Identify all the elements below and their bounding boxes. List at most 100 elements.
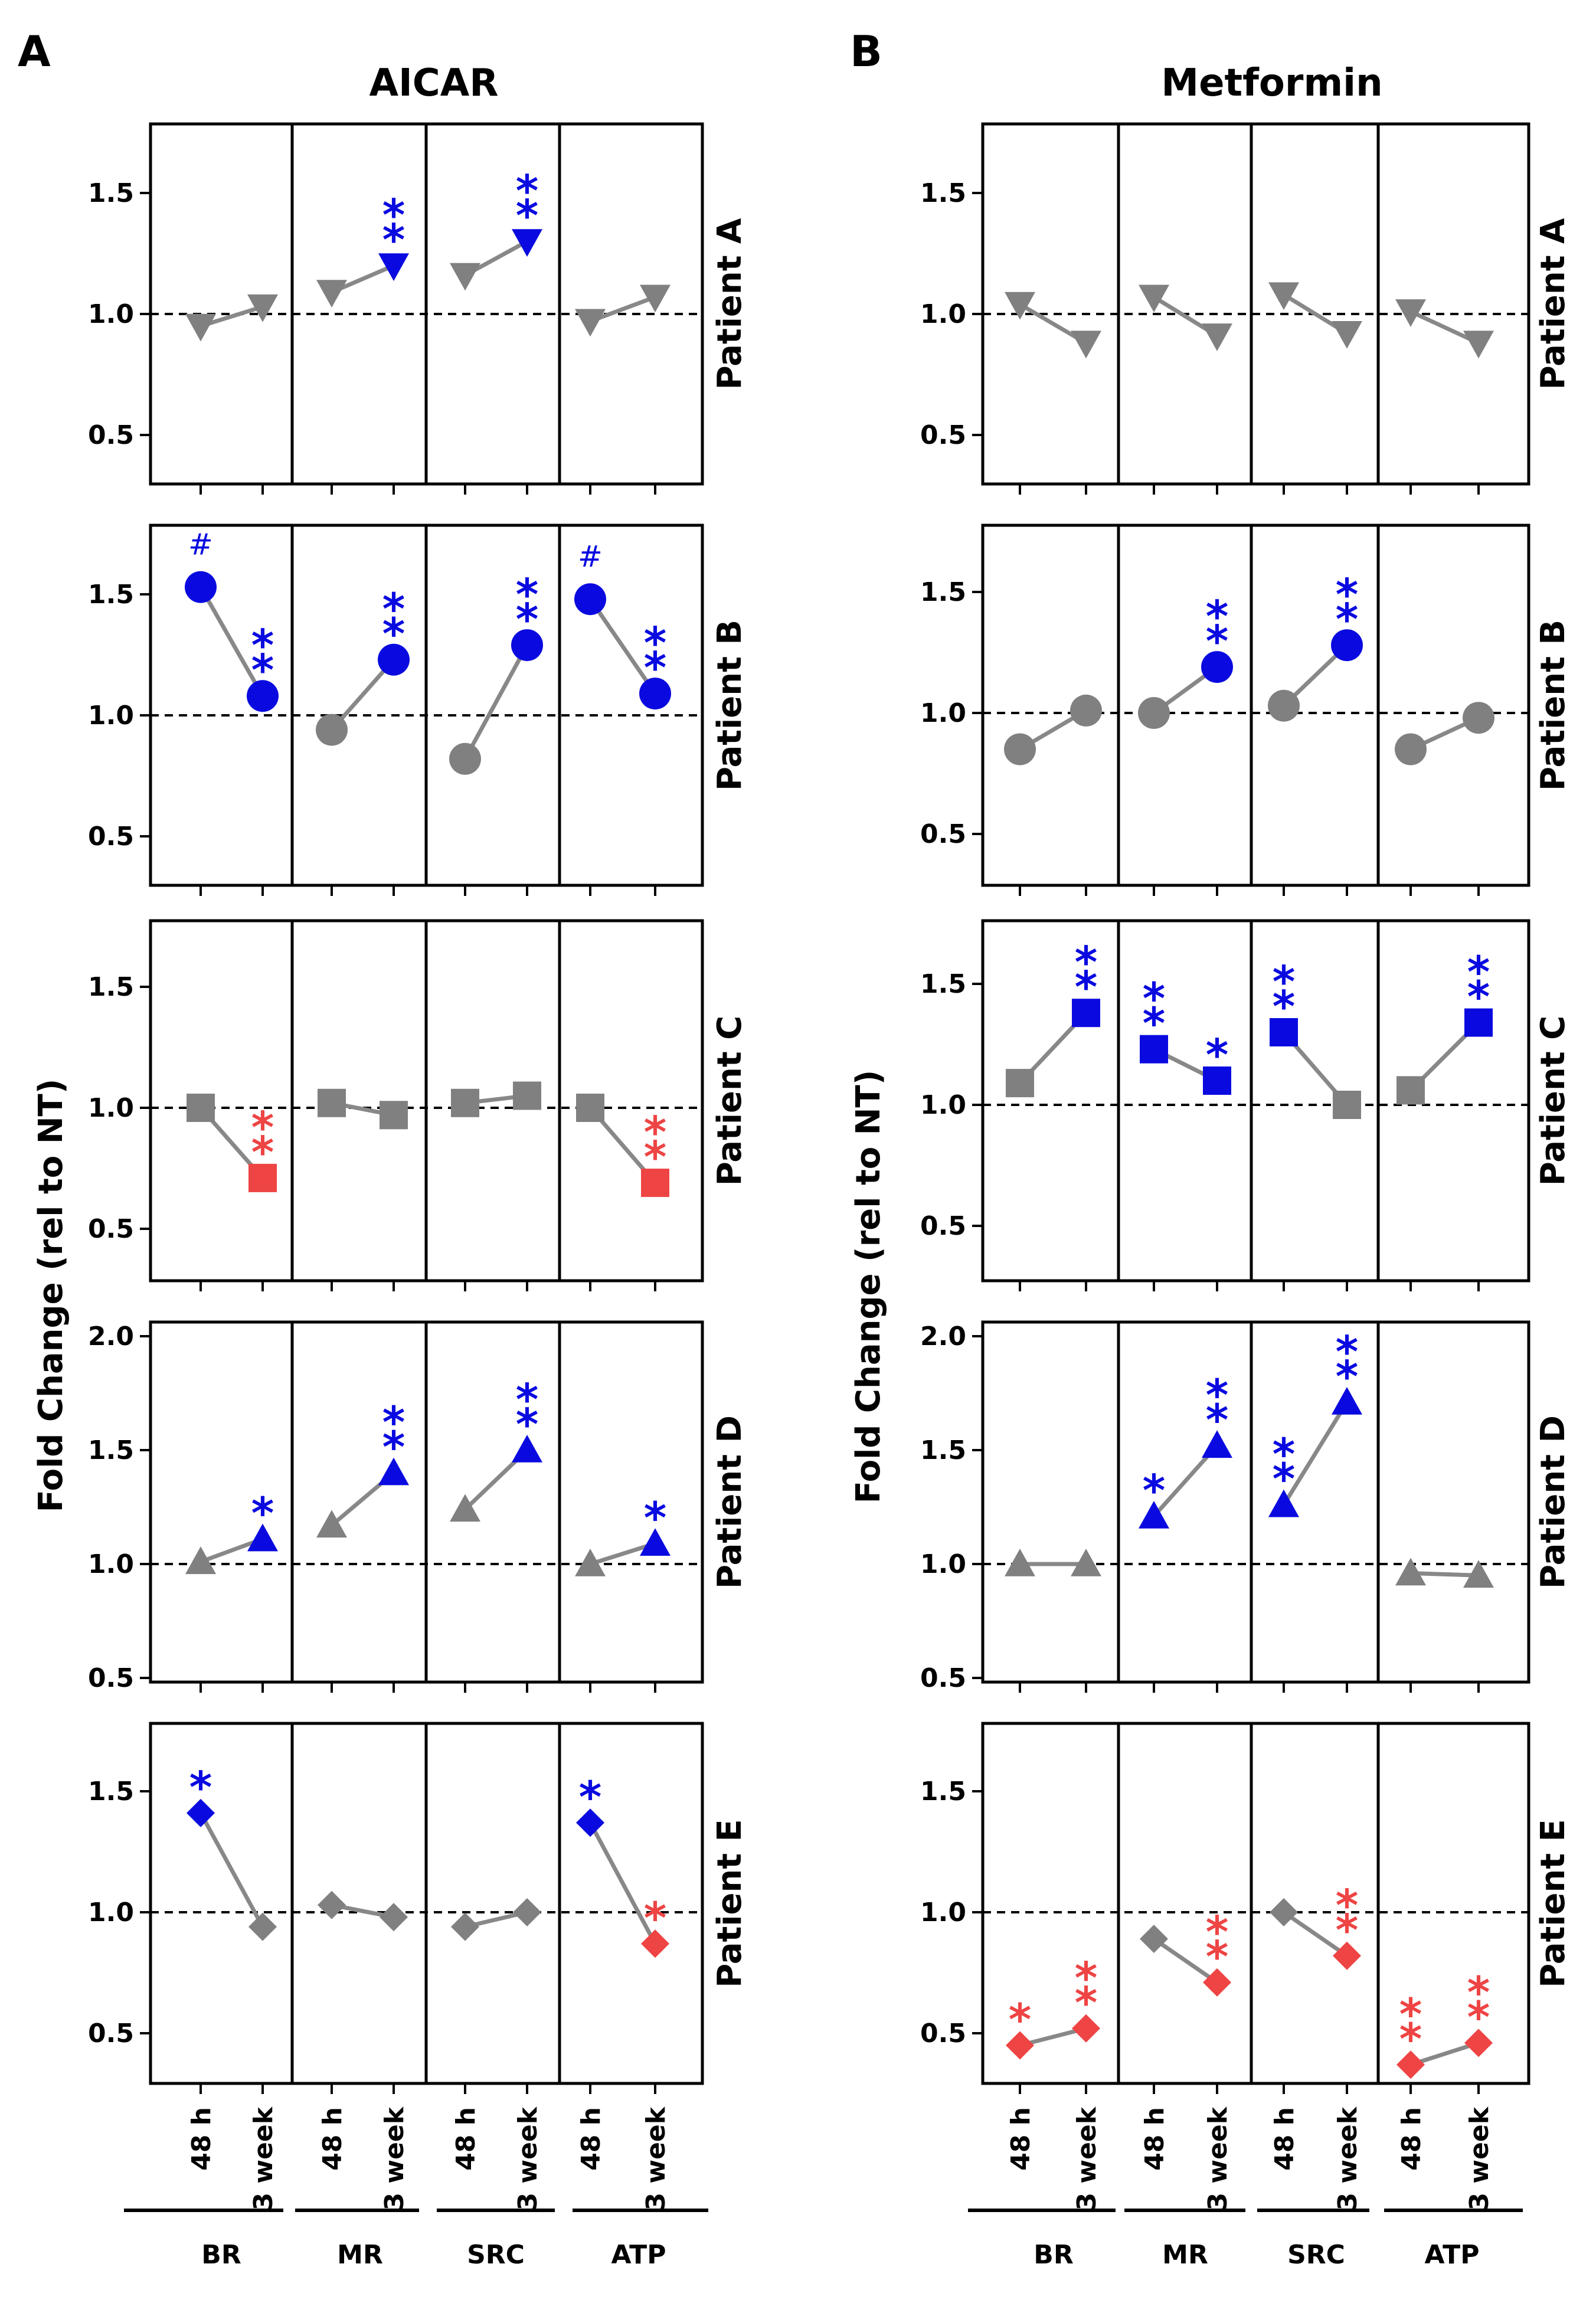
data-point [247,294,278,322]
y-tick-label: 1.5 [88,972,134,1002]
patient-label: Patient D [711,1415,749,1589]
data-point [1395,1558,1426,1586]
series-line [1153,1937,1218,1984]
data-point [1463,1560,1494,1588]
significance-mark: * [1009,1995,1032,2046]
significance-mark: * [579,1772,602,1823]
x-tick-label: 3 week [1072,2106,1102,2210]
data-point [1006,2031,1034,2060]
data-point [1333,1941,1361,1970]
significance-mark: ** [1273,957,1296,1032]
condition-label: MR [337,2240,383,2270]
significance-mark: ** [382,190,405,266]
series-line [198,585,265,697]
data-point [1203,1968,1231,1997]
data-point [1463,331,1494,359]
y-tick-label: 0.5 [88,1214,134,1244]
panel-frame [981,1722,1530,2085]
data-point [1138,697,1170,729]
data-point [1071,331,1101,359]
y-tick-label: 1.5 [88,1435,134,1465]
data-point [512,229,542,257]
significance-mark: ** [382,1398,405,1473]
y-tick-label: 0.5 [88,1663,134,1693]
data-point [1140,1925,1168,1954]
y-axis-label-aicar: Fold Change (rel to NT) [32,1079,70,1513]
data-point [378,253,409,281]
significance-mark: ** [516,166,539,241]
significance-mark: ** [1075,937,1098,1013]
data-point [1396,2050,1425,2079]
series-line [589,295,656,323]
data-point [1332,1386,1362,1415]
data-point [1396,1076,1425,1105]
data-point [451,1088,479,1117]
data-point [318,1088,346,1117]
y-tick-label: 1.0 [920,299,966,329]
patient-label: Patient D [1534,1415,1572,1589]
chart-title-aicar: AICAR [369,61,498,105]
patient-label: Patient C [1534,1016,1572,1186]
data-point [1072,2014,1100,2043]
data-point [1464,2029,1493,2057]
data-point [1331,629,1363,662]
data-point [641,1169,669,1198]
data-point [576,1094,604,1122]
y-tick-label: 1.5 [920,1435,966,1465]
data-point [1005,1549,1035,1576]
x-tick-label: 3 week [1464,2106,1494,2210]
y-tick-label: 0.5 [920,2018,966,2049]
patient-label: Patient A [711,218,749,390]
x-tick-label: 48 h [451,2107,481,2171]
y-tick-label: 0.5 [88,420,134,450]
data-point [513,1898,541,1926]
condition-label: BR [1034,2240,1073,2270]
condition-label: BR [201,2240,241,2270]
data-point [451,1912,479,1941]
data-point [248,1912,277,1941]
data-point [187,1798,215,1827]
series-line [588,1821,658,1945]
x-tick-label: 48 h [1396,2107,1427,2171]
data-point [1203,1066,1231,1095]
y-tick-label: 0.5 [920,1663,966,1693]
x-tick-label: 3 week [513,2106,543,2210]
series-line [1282,1401,1349,1506]
y-tick-label: 1.5 [920,1777,966,1807]
data-point [575,1549,606,1576]
data-point [1006,1069,1034,1098]
data-point [449,742,481,775]
patient-label: Patient B [711,620,749,791]
data-point [380,1101,408,1130]
data-point [1395,299,1426,327]
y-tick-label: 0.5 [920,1211,966,1241]
patient-label: Patient E [711,1819,749,1988]
significance-mark: * [644,1493,667,1543]
data-point [1140,1035,1168,1064]
x-tick-label: 48 h [1006,2107,1036,2171]
data-point [247,680,279,712]
y-tick-label: 0.5 [920,420,966,450]
significance-mark: * [1143,1465,1166,1516]
significance-mark: * [644,1893,667,1944]
significance-mark: ** [644,1107,667,1183]
data-point [316,280,347,308]
x-tick-label: 3 week [1333,2106,1363,2210]
series-line [200,305,264,328]
x-tick-label: 3 week [248,2106,279,2210]
data-point [1333,1091,1361,1119]
data-point [1268,689,1300,722]
significance-mark: ** [1206,591,1229,667]
data-point [1202,323,1232,351]
data-point [1270,1018,1298,1046]
significance-mark: ** [644,618,667,693]
significance-mark: ** [382,584,405,660]
significance-mark: ** [1467,947,1490,1023]
data-point [185,313,216,342]
panel-frame [981,919,1530,1283]
data-point [574,583,606,616]
data-point [1201,651,1233,683]
significance-hash: # [188,528,213,562]
condition-label: MR [1162,2240,1208,2270]
condition-label: ATP [611,2240,666,2270]
